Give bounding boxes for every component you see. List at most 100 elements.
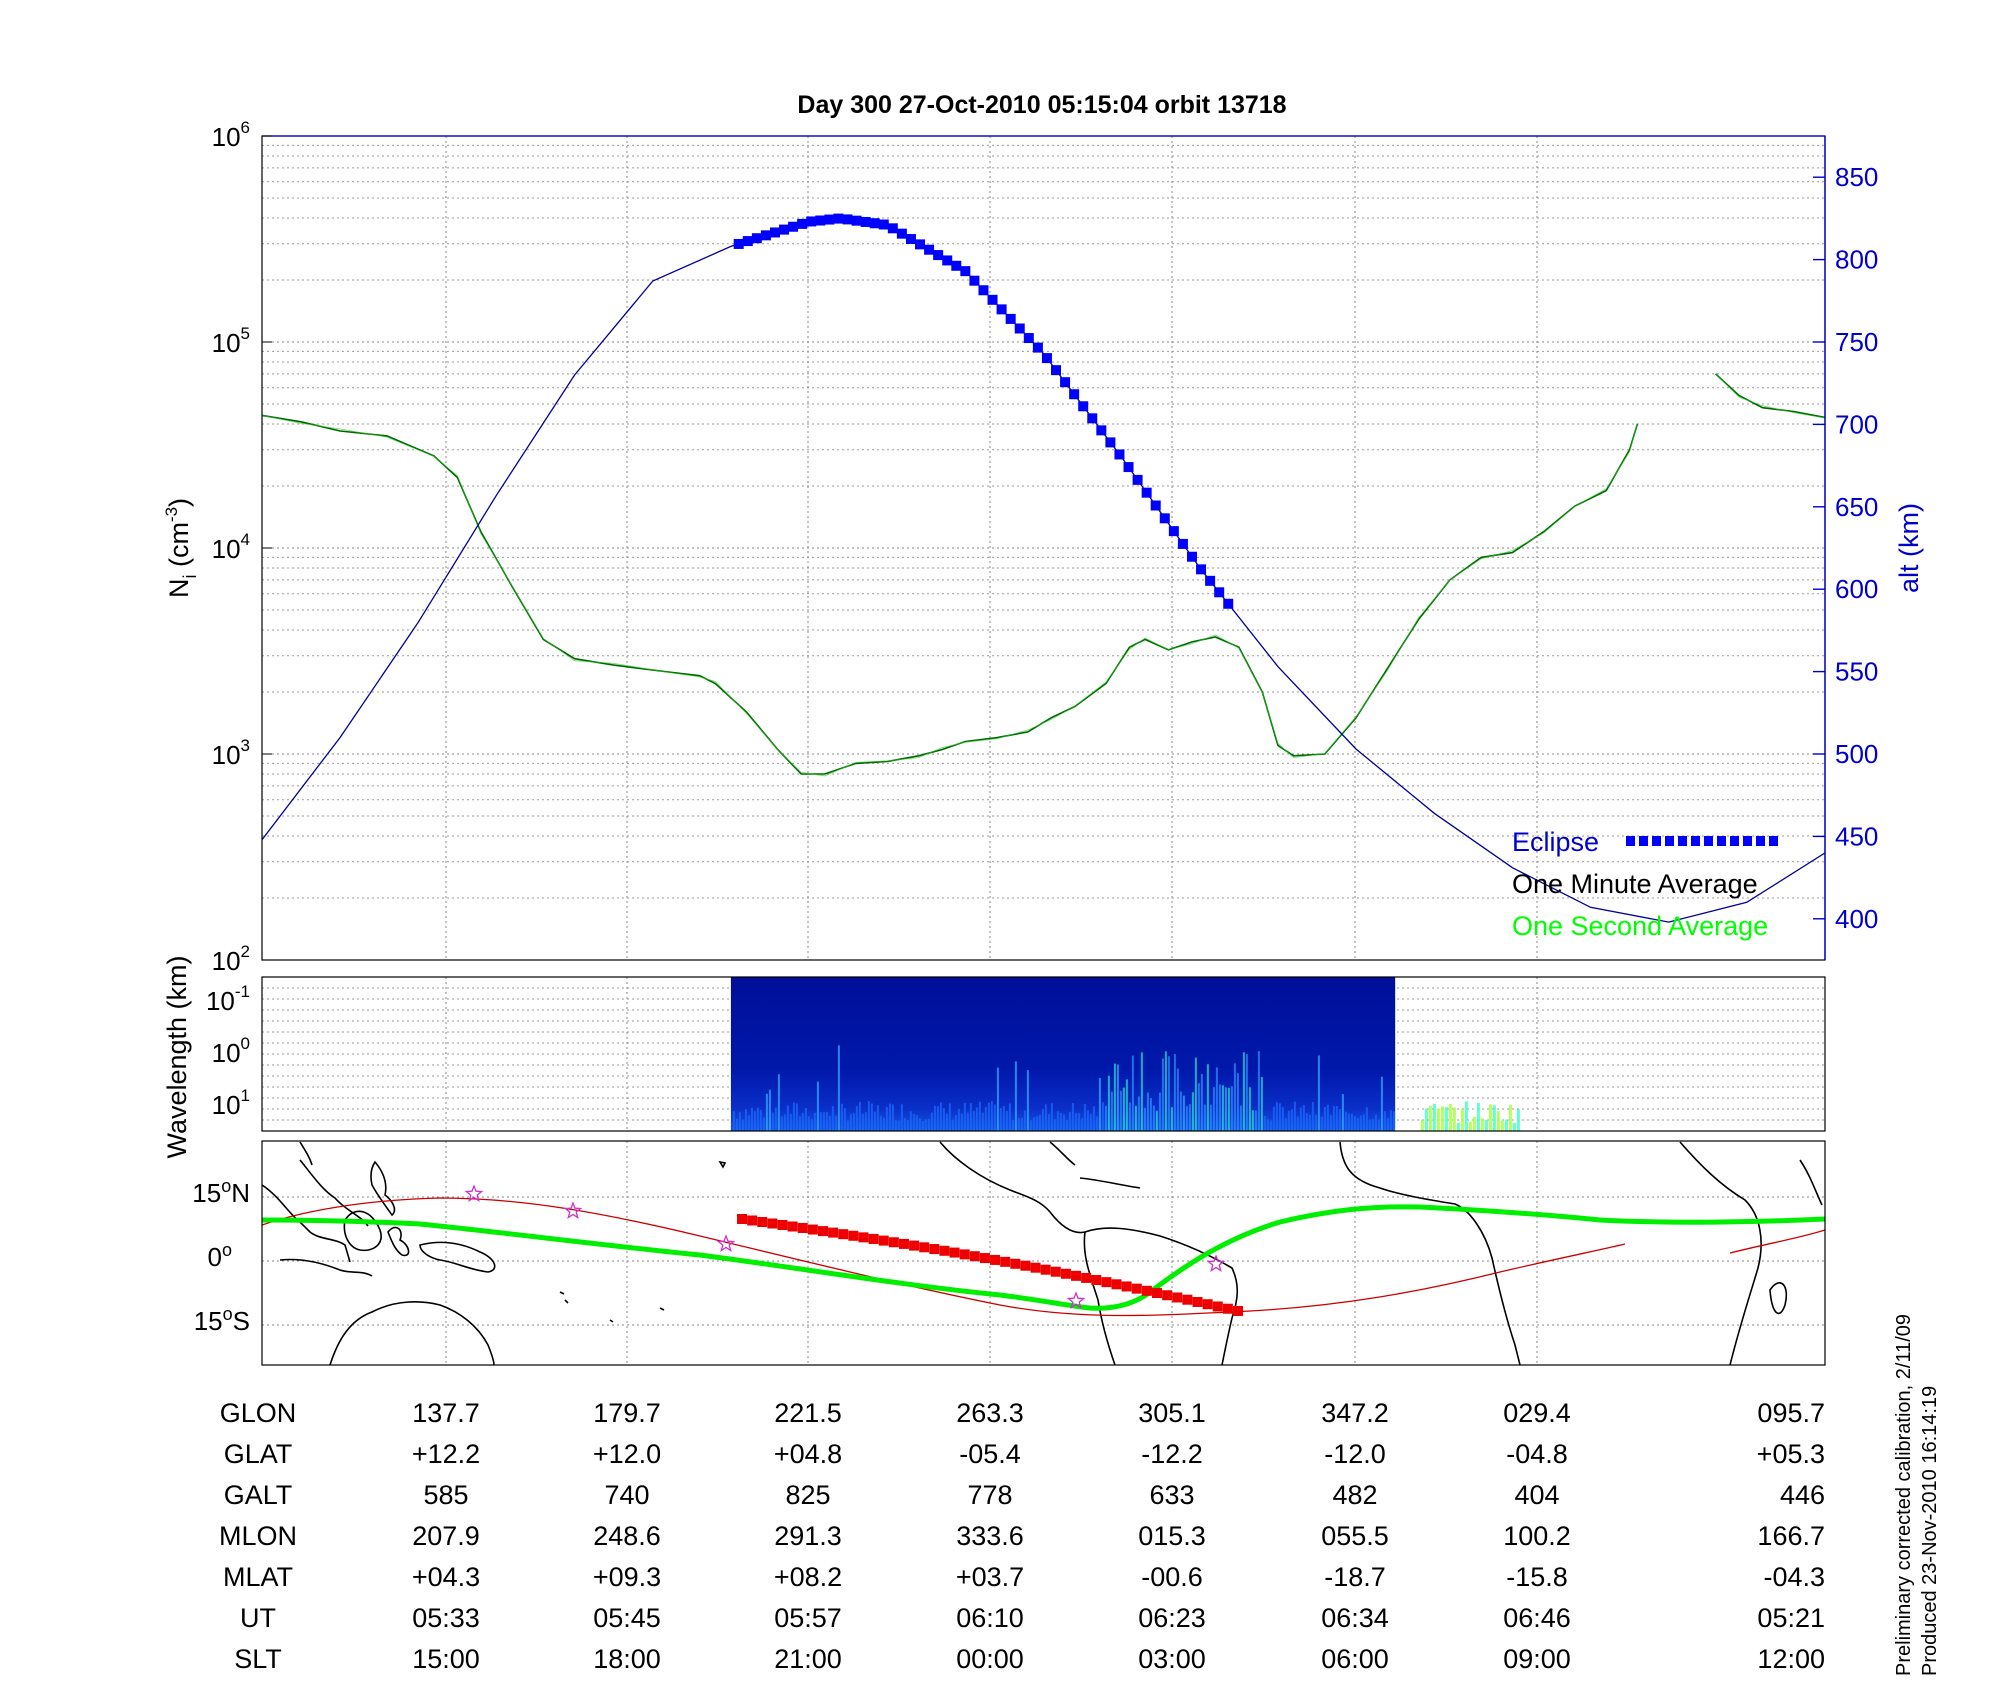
density-y-ticks: 102 103 104 105 106 <box>212 118 272 976</box>
lat-tick-15n: 15oN <box>192 1176 250 1208</box>
spectrogram-column <box>876 1105 879 1131</box>
spectrogram-column <box>735 1118 738 1131</box>
spectrogram-column <box>732 1111 735 1131</box>
eclipse-track-marker <box>979 1253 990 1264</box>
table-cell: +04.3 <box>412 1562 480 1592</box>
spectrogram-column <box>912 1113 915 1131</box>
eclipse-track-marker <box>909 1240 920 1251</box>
eclipse-track-marker <box>858 1232 869 1243</box>
table-cell: 179.7 <box>593 1398 661 1428</box>
calibration-note: Preliminary corrected calibration, 2/11/… <box>1893 1314 1915 1676</box>
eclipse-marker <box>987 294 998 305</box>
eclipse-track-marker <box>888 1237 899 1248</box>
spectrogram-column <box>1074 1112 1077 1131</box>
alt-tick-label: 550 <box>1835 657 1878 687</box>
spectrogram-column <box>1182 1095 1185 1131</box>
table-cell: 05:33 <box>412 1603 480 1633</box>
spectrogram-column <box>1143 1107 1146 1131</box>
spectrogram-column <box>1314 1114 1317 1131</box>
spectrogram-column <box>1323 1106 1326 1131</box>
spectrogram-hot <box>1504 1119 1508 1131</box>
table-cell: 095.7 <box>1757 1398 1825 1428</box>
eclipse-track-marker <box>990 1254 1001 1265</box>
eclipse-track-marker <box>737 1214 747 1224</box>
spectrogram-column <box>1050 1103 1053 1131</box>
wavelength-tick-label: 101 <box>212 1086 250 1120</box>
spectrogram-hot <box>1452 1107 1456 1131</box>
spectrogram-column <box>1155 1110 1158 1131</box>
spectrogram-column <box>741 1119 744 1131</box>
spectrogram-column <box>810 1119 813 1131</box>
spectrogram-column <box>849 1113 852 1131</box>
spectrogram-column <box>825 1111 828 1131</box>
spectrogram-column <box>1230 1086 1233 1131</box>
spectrogram-column <box>1200 1074 1203 1131</box>
spectrogram-column <box>930 1112 933 1131</box>
spectrogram-column <box>822 1112 825 1131</box>
spectrogram-hot <box>1484 1120 1488 1131</box>
spectrogram-hot <box>1424 1108 1428 1131</box>
produced-note: Produced 23-Nov-2010 16:14:19 <box>1919 1386 1941 1676</box>
eclipse-marker <box>1105 437 1116 448</box>
spectrogram-column <box>1311 1102 1314 1131</box>
spectrogram-column <box>828 1115 831 1131</box>
table-cell: -12.0 <box>1324 1439 1386 1469</box>
spectrogram-column <box>846 1120 849 1131</box>
spectrogram-column <box>774 1107 777 1131</box>
spectrogram-column <box>1347 1113 1350 1131</box>
spectrogram-column <box>909 1111 912 1131</box>
coast-java <box>279 1258 373 1277</box>
spectrogram-column <box>1059 1112 1062 1131</box>
spectrogram-column <box>1008 1103 1011 1131</box>
map-grid <box>262 1141 1825 1365</box>
table-cell: 00:00 <box>956 1644 1024 1674</box>
eclipse-marker <box>842 214 853 225</box>
spectrogram-hot <box>1516 1109 1520 1131</box>
spectrogram-column <box>1125 1079 1128 1131</box>
table-cell: 248.6 <box>593 1521 661 1551</box>
spectrogram-column <box>1317 1055 1320 1131</box>
spectrogram-column <box>1368 1119 1371 1131</box>
magnetic-equator-track <box>262 1204 1825 1311</box>
legend-eclipse-square <box>1769 836 1778 846</box>
eclipse-marker <box>878 219 889 230</box>
eclipse-track-marker <box>919 1242 930 1253</box>
legend-eclipse-square <box>1678 836 1687 846</box>
star-marker <box>464 1184 484 1202</box>
spectrogram-column <box>882 1117 885 1131</box>
spectrogram-column <box>1071 1102 1074 1131</box>
spectrogram-column <box>1287 1110 1290 1131</box>
spectrogram-column <box>897 1120 900 1131</box>
table-cell: 333.6 <box>956 1521 1024 1551</box>
spectrogram-column <box>1371 1119 1374 1131</box>
spectrogram-column <box>798 1116 801 1131</box>
ephemeris-table: GLON 137.7 179.7 221.5 263.3 305.1 347.2 029.4 0… <box>219 1398 1825 1674</box>
spectrogram-column <box>903 1118 906 1131</box>
spectrogram-column <box>1110 1091 1113 1131</box>
spectrogram-column <box>1101 1102 1104 1131</box>
table-cell: 633 <box>1149 1480 1194 1510</box>
alt-tick-label: 800 <box>1835 245 1878 275</box>
eclipse-track-marker <box>898 1238 909 1249</box>
density-tick-label: 105 <box>212 324 250 358</box>
spectrogram-column <box>1335 1106 1338 1131</box>
table-cell: 06:46 <box>1503 1603 1571 1633</box>
eclipse-marker <box>1177 538 1188 549</box>
coast-africa-east <box>1679 1141 1762 1365</box>
table-cell: +12.0 <box>593 1439 661 1469</box>
table-cell: 015.3 <box>1138 1521 1206 1551</box>
eclipse-track-marker <box>1152 1288 1163 1299</box>
spectrogram-hot <box>1512 1122 1516 1131</box>
spectrogram-hot <box>1468 1121 1472 1131</box>
eclipse-marker <box>1186 551 1197 562</box>
eclipse-track-marker <box>1141 1285 1152 1296</box>
spectrogram-column <box>1092 1106 1095 1131</box>
latitude-ticks: 15oN 0o 15oS <box>192 1176 250 1336</box>
eclipse-marker <box>1159 513 1170 524</box>
spectrogram-hot <box>1436 1108 1440 1131</box>
spectrogram-column <box>873 1111 876 1131</box>
coast-pacific-islands <box>559 1291 665 1323</box>
spectrogram-column <box>969 1103 972 1131</box>
eclipse-marker <box>896 228 907 239</box>
spectrogram-hot <box>1508 1105 1512 1131</box>
